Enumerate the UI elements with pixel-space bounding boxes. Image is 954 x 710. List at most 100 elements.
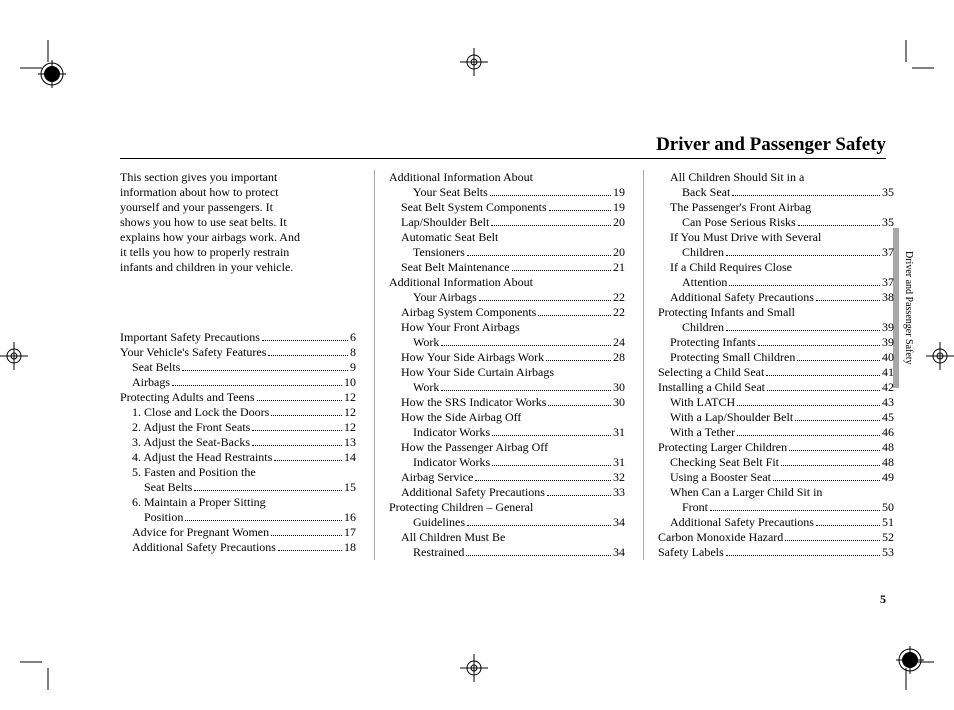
toc-page: 10 [344, 375, 356, 390]
toc-leader [726, 255, 880, 256]
toc-row: Additional Safety Precautions51 [658, 515, 894, 530]
toc-label: 1. Close and Lock the Doors [132, 405, 269, 420]
toc-page: 35 [882, 215, 894, 230]
toc-label: Lap/Shoulder Belt [401, 215, 489, 230]
toc-label: All Children Should Sit in a [670, 170, 804, 185]
toc-leader [737, 435, 880, 436]
toc-page: 46 [882, 425, 894, 440]
toc-leader [491, 225, 611, 226]
registration-mark [926, 342, 954, 370]
toc-label: Additional Safety Precautions [670, 290, 814, 305]
toc-label: Can Pose Serious Risks [682, 215, 796, 230]
toc-row: Protecting Small Children40 [658, 350, 894, 365]
toc-row: Additional Safety Precautions33 [389, 485, 625, 500]
toc-page: 34 [613, 545, 625, 560]
intro-line: shows you how to use seat belts. It [120, 215, 356, 230]
toc-column-1: This section gives you importantinformat… [120, 170, 356, 560]
toc-page: 32 [613, 470, 625, 485]
toc-row: Important Safety Precautions 6 [120, 330, 356, 345]
toc-row: Your Airbags22 [389, 290, 625, 305]
registration-mark [460, 654, 488, 682]
toc-page: 20 [613, 215, 625, 230]
toc-leader [547, 495, 611, 496]
toc-label: Your Airbags [413, 290, 477, 305]
toc-row: Children37 [658, 245, 894, 260]
intro-line: information about how to protect [120, 185, 356, 200]
toc-leader [278, 550, 342, 551]
toc-label: Installing a Child Seat [658, 380, 765, 395]
toc-row: All Children Should Sit in a [658, 170, 894, 185]
toc-row: Seat Belts15 [120, 480, 356, 495]
toc-leader [271, 535, 342, 536]
toc-page: 14 [344, 450, 356, 465]
toc-label: Airbag System Components [401, 305, 536, 320]
toc-label: Important Safety Precautions [120, 330, 260, 345]
toc-leader [767, 390, 880, 391]
toc-leader [797, 360, 880, 361]
toc-row: With a Tether46 [658, 425, 894, 440]
toc-row: If You Must Drive with Several [658, 230, 894, 245]
toc-leader [262, 340, 348, 341]
toc-leader [467, 525, 611, 526]
toc-label: Additional Safety Precautions [401, 485, 545, 500]
toc-page: 37 [882, 275, 894, 290]
toc-page: 51 [882, 515, 894, 530]
toc-leader [172, 385, 342, 386]
toc-row: How the SRS Indicator Works30 [389, 395, 625, 410]
toc-page: 40 [882, 350, 894, 365]
toc-page: 8 [350, 345, 356, 360]
toc-row: With a Lap/Shoulder Belt45 [658, 410, 894, 425]
toc-row: How the Side Airbag Off [389, 410, 625, 425]
toc-row: 6. Maintain a Proper Sitting [120, 495, 356, 510]
toc-label: Restrained [413, 545, 464, 560]
toc-page: 12 [344, 390, 356, 405]
toc-row: Airbags 10 [120, 375, 356, 390]
toc-page: 31 [613, 455, 625, 470]
toc-page: 6 [350, 330, 356, 345]
toc-row: How the Passenger Airbag Off [389, 440, 625, 455]
toc-label: Protecting Infants and Small [658, 305, 795, 320]
toc-row: Protecting Adults and Teens 12 [120, 390, 356, 405]
toc-row: Checking Seat Belt Fit48 [658, 455, 894, 470]
toc-label: Attention [682, 275, 727, 290]
toc-label: When Can a Larger Child Sit in [670, 485, 822, 500]
toc-row: Selecting a Child Seat41 [658, 365, 894, 380]
toc-leader [789, 450, 880, 451]
toc-row: Seat Belt System Components19 [389, 200, 625, 215]
toc-label: Position [144, 510, 183, 525]
toc-leader [441, 345, 611, 346]
toc-label: Back Seat [682, 185, 730, 200]
toc-label: 4. Adjust the Head Restraints [132, 450, 272, 465]
toc-row: Additional Information About [389, 275, 625, 290]
toc-leader [781, 465, 880, 466]
toc-leader [732, 195, 880, 196]
crop-mark [904, 40, 934, 70]
toc-row: How Your Front Airbags [389, 320, 625, 335]
toc-row: Airbag System Components22 [389, 305, 625, 320]
registration-mark [896, 646, 924, 674]
toc-label: 5. Fasten and Position the [132, 465, 256, 480]
toc-page: 24 [613, 335, 625, 350]
toc-leader [512, 270, 611, 271]
toc-label: Protecting Adults and Teens [120, 390, 255, 405]
toc-leader [546, 360, 611, 361]
toc-leader [795, 420, 880, 421]
toc-page: 48 [882, 455, 894, 470]
toc-label: Airbags [132, 375, 170, 390]
toc-leader [726, 555, 880, 556]
toc-leader [816, 300, 880, 301]
toc-row: Using a Booster Seat49 [658, 470, 894, 485]
toc-leader [766, 375, 880, 376]
toc-row: Guidelines34 [389, 515, 625, 530]
toc-row: Work24 [389, 335, 625, 350]
toc-leader [549, 210, 611, 211]
toc-row: Tensioners20 [389, 245, 625, 260]
registration-mark [460, 48, 488, 76]
toc-row: Can Pose Serious Risks 35 [658, 215, 894, 230]
toc-leader [785, 540, 880, 541]
toc-page: 43 [882, 395, 894, 410]
toc-row: Automatic Seat Belt [389, 230, 625, 245]
toc-page: 19 [613, 200, 625, 215]
toc-page: 30 [613, 395, 625, 410]
toc-leader [548, 405, 611, 406]
